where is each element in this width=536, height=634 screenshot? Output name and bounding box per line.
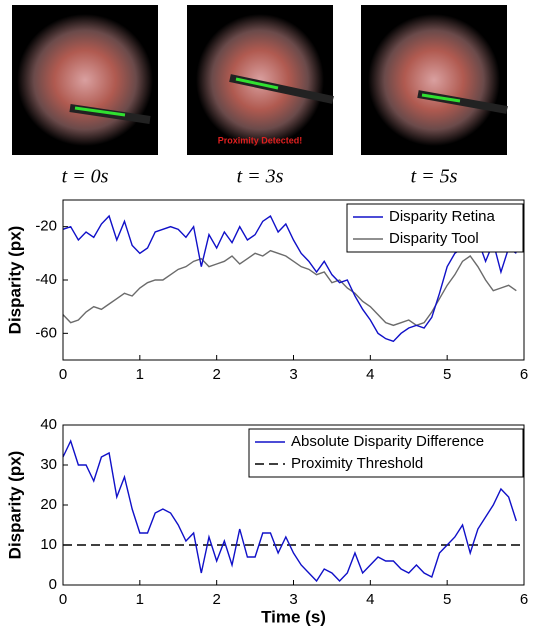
x-axis-label: Time (s)	[261, 607, 326, 626]
axes-box	[62, 199, 525, 361]
legend-box	[346, 203, 524, 253]
y-tick-label: 10	[40, 536, 57, 553]
x-tick-label: 6	[520, 366, 528, 383]
series-line	[62, 249, 517, 327]
y-tick-label: -60	[35, 324, 57, 341]
image-1	[187, 5, 334, 155]
x-tick-label: 4	[366, 366, 374, 383]
caption: t = 5s	[411, 166, 458, 188]
y-tick-label: 0	[49, 576, 57, 593]
x-tick-label: 5	[443, 591, 451, 608]
axes-box	[62, 424, 525, 586]
caption: t = 3s	[237, 166, 284, 188]
x-tick-label: 6	[520, 591, 528, 608]
x-tick-label: 2	[212, 366, 220, 383]
y-tick-label: 30	[40, 456, 57, 473]
legend-label: Disparity Tool	[389, 230, 479, 247]
x-tick-label: 2	[212, 591, 220, 608]
y-tick-label: -40	[35, 271, 57, 288]
y-tick-label: 40	[40, 416, 57, 433]
series-line	[62, 214, 517, 343]
legend-label: Absolute Disparity Difference	[291, 433, 484, 450]
x-tick-label: 4	[366, 591, 374, 608]
legend-label: Proximity Threshold	[291, 455, 423, 472]
x-tick-label: 3	[289, 591, 297, 608]
series-line	[62, 439, 517, 583]
annotation: Proximity Detected!	[218, 135, 303, 145]
image-2	[361, 5, 508, 155]
y-tick-label: -20	[35, 218, 57, 235]
legend-box	[248, 428, 524, 478]
legend-label: Disparity Retina	[389, 208, 496, 225]
x-tick-label: 5	[443, 366, 451, 383]
x-tick-label: 1	[136, 591, 144, 608]
x-tick-label: 0	[59, 591, 67, 608]
y-axis-label: Disparity (px)	[5, 451, 24, 560]
y-tick-label: 20	[40, 496, 57, 513]
x-tick-label: 3	[289, 366, 297, 383]
caption: t = 0s	[62, 166, 109, 188]
y-axis-label: Disparity (px)	[5, 226, 24, 335]
x-tick-label: 1	[136, 366, 144, 383]
image-0	[12, 5, 158, 155]
x-tick-label: 0	[59, 366, 67, 383]
